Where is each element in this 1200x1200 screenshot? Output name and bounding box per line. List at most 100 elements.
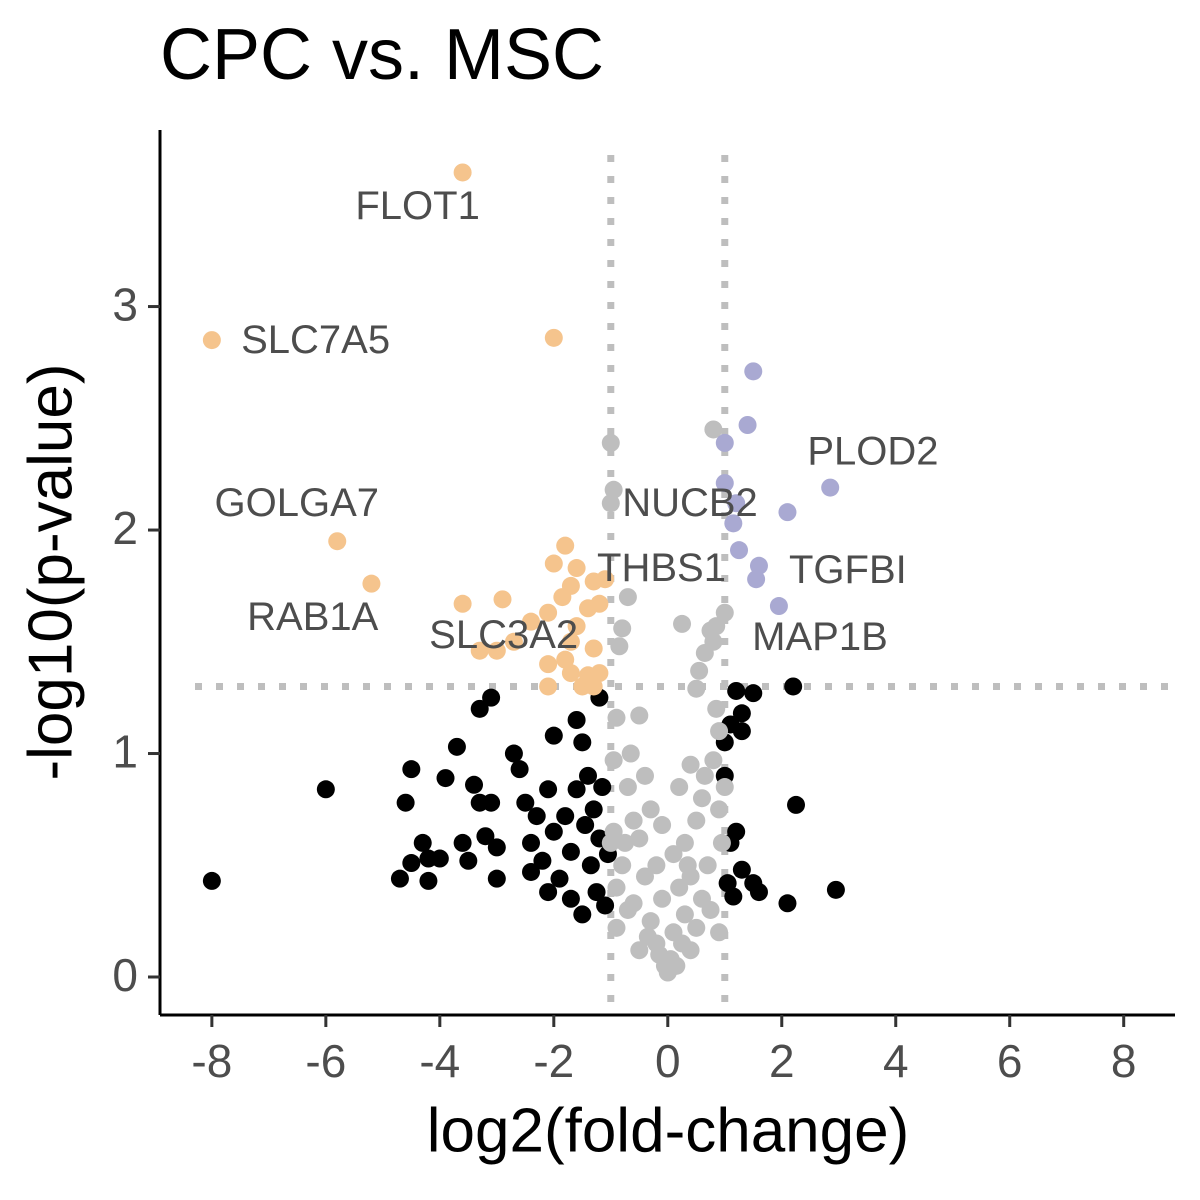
gene-label: PLOD2: [807, 430, 938, 474]
point: [539, 677, 558, 696]
point: [673, 614, 692, 633]
point: [607, 878, 626, 897]
point: [328, 532, 347, 551]
point: [744, 362, 763, 381]
point: [707, 699, 726, 718]
point: [544, 328, 563, 347]
point: [670, 878, 689, 897]
point: [459, 851, 478, 870]
point: [402, 854, 421, 873]
point: [470, 699, 489, 718]
point: [487, 641, 506, 660]
point: [715, 603, 734, 622]
point: [539, 780, 558, 799]
point: [522, 862, 541, 881]
point: [690, 661, 709, 680]
gene-label: THBS1: [597, 546, 726, 590]
point: [567, 617, 586, 636]
point: [584, 800, 603, 819]
point: [581, 856, 600, 875]
gene-label: SLC3A2: [429, 613, 578, 657]
point: [316, 780, 335, 799]
point: [698, 856, 717, 875]
point: [732, 860, 751, 879]
point: [556, 807, 575, 826]
x-tick-label: -8: [191, 1035, 232, 1087]
point: [675, 833, 694, 852]
point: [539, 655, 558, 674]
point: [396, 793, 415, 812]
point: [732, 722, 751, 741]
point: [704, 420, 723, 439]
point: [453, 833, 472, 852]
point: [516, 793, 535, 812]
point: [504, 744, 523, 763]
point: [613, 619, 632, 638]
point: [390, 869, 409, 888]
point: [470, 641, 489, 660]
point: [658, 963, 677, 982]
point: [744, 684, 763, 703]
point: [556, 536, 575, 555]
point: [567, 780, 586, 799]
point: [453, 163, 472, 182]
x-tick-label: -6: [305, 1035, 346, 1087]
point: [202, 331, 221, 350]
point: [664, 845, 683, 864]
point: [553, 588, 572, 607]
point: [527, 807, 546, 826]
point: [596, 896, 615, 915]
point: [784, 677, 803, 696]
point: [787, 795, 806, 814]
point: [573, 905, 592, 924]
point: [447, 737, 466, 756]
point: [482, 688, 501, 707]
point: [593, 778, 612, 797]
point: [710, 800, 729, 819]
y-axis-title: -log10(p-value): [16, 364, 85, 781]
gene-label: MAP1B: [752, 615, 888, 659]
point: [362, 574, 381, 593]
point: [616, 833, 635, 852]
point: [630, 706, 649, 725]
gene-label: RAB1A: [247, 595, 378, 639]
x-tick-label: 8: [1111, 1035, 1137, 1087]
point: [727, 494, 746, 513]
y-tick-label: 3: [112, 279, 138, 331]
gene-label: SLC7A5: [241, 318, 390, 362]
point: [635, 867, 654, 886]
point: [826, 880, 845, 899]
point: [701, 900, 720, 919]
point: [638, 927, 657, 946]
point: [650, 945, 669, 964]
point: [687, 811, 706, 830]
point: [402, 760, 421, 779]
point: [732, 704, 751, 723]
point: [618, 588, 637, 607]
x-tick-label: -2: [533, 1035, 574, 1087]
point: [724, 887, 743, 906]
point: [587, 883, 606, 902]
point: [653, 816, 672, 835]
point: [635, 766, 654, 785]
x-tick-label: 0: [655, 1035, 681, 1087]
point: [578, 766, 597, 785]
point: [715, 778, 734, 797]
y-tick-label: 0: [112, 949, 138, 1001]
point: [687, 679, 706, 698]
x-tick-label: 6: [997, 1035, 1023, 1087]
point: [675, 905, 694, 924]
point: [487, 869, 506, 888]
point: [493, 590, 512, 609]
point: [704, 632, 723, 651]
point: [630, 829, 649, 848]
y-tick-label: 2: [112, 502, 138, 554]
point: [724, 514, 743, 533]
point: [607, 708, 626, 727]
point: [704, 751, 723, 770]
point: [687, 918, 706, 937]
point: [504, 632, 523, 651]
gene-label: GOLGA7: [215, 481, 380, 525]
point: [673, 934, 692, 953]
